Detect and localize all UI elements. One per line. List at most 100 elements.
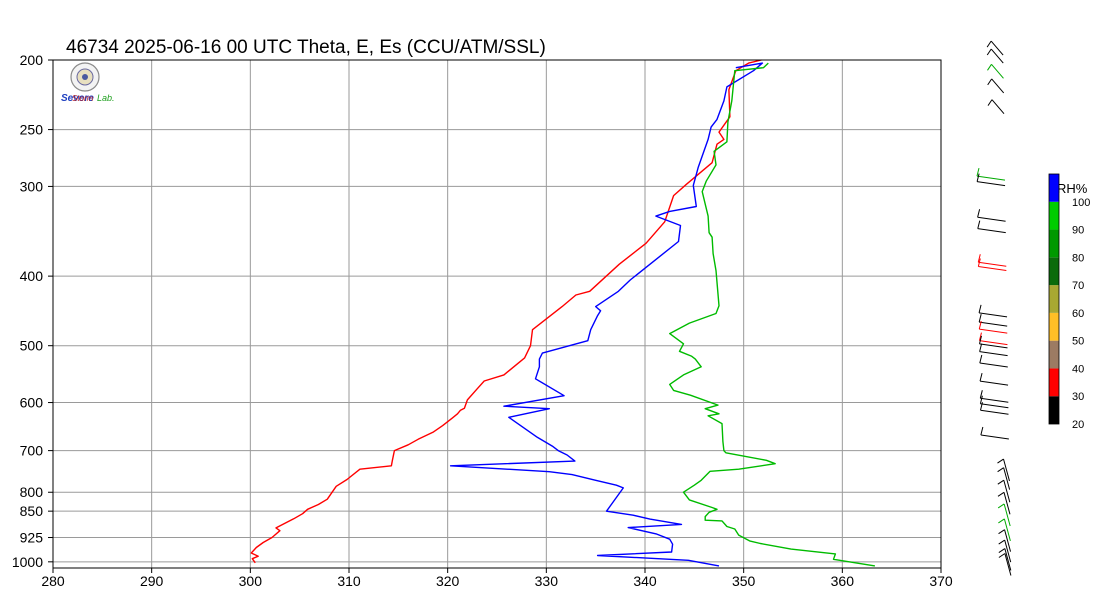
series-line-1 (449, 62, 764, 567)
wind-barb-feather (977, 258, 981, 267)
wind-barb-feather (977, 220, 981, 229)
plot-grid (53, 60, 941, 568)
wind-barb (980, 403, 1009, 409)
wind-barb-feather (979, 395, 983, 404)
wind-barb-feather (980, 402, 983, 411)
wind-barb (1003, 467, 1011, 490)
wind-barb-profile (976, 40, 1012, 576)
wind-barb-feather (998, 553, 1006, 558)
x-tick-label: 350 (732, 573, 756, 589)
colorbar-tick-label: 60 (1072, 308, 1084, 320)
colorbar-segment (1049, 285, 1059, 313)
wind-barb (1003, 480, 1011, 503)
wind-barb-feather (997, 467, 1004, 473)
y-tick-label: 200 (20, 52, 44, 68)
wind-barb-feather (979, 390, 983, 399)
chart-title: 46734 2025-06-16 00 UTC Theta, E, Es (CC… (66, 37, 546, 58)
wind-barb (980, 397, 1009, 403)
wind-barb-feather (979, 335, 982, 345)
x-tick-label: 300 (239, 573, 263, 589)
wind-barb (1004, 539, 1012, 563)
colorbar-segment (1049, 229, 1059, 258)
wind-barb (1004, 548, 1012, 571)
y-tick-label: 800 (20, 484, 44, 500)
x-tick-label: 330 (535, 573, 559, 589)
logo-text-storm: Storm (72, 94, 94, 103)
colorbar-segment (1049, 368, 1059, 397)
wind-barb-feather (976, 168, 980, 177)
x-tick-label: 320 (436, 573, 460, 589)
wind-barb (979, 321, 1008, 327)
colorbar-segment (1049, 312, 1059, 341)
colorbar-segment (1049, 201, 1059, 230)
wind-barb (990, 48, 1004, 64)
colorbar-tick-label: 30 (1072, 391, 1084, 403)
wind-barb (977, 181, 1006, 187)
wind-barb-feather (977, 209, 981, 218)
colorbar-tick-label: 40 (1072, 363, 1084, 375)
series-line-0 (250, 59, 762, 564)
x-tick-label: 310 (337, 573, 361, 589)
colorbar-tick-label: 90 (1072, 225, 1084, 237)
wind-barb (991, 63, 1004, 79)
plot-series (250, 59, 876, 567)
colorbar-tick-label: 80 (1072, 252, 1084, 264)
wind-barb (1004, 553, 1012, 576)
wind-barb (979, 328, 1008, 334)
wind-barb (976, 175, 1006, 181)
colorbar-tick-label: 70 (1072, 280, 1084, 292)
wind-barb (978, 265, 1007, 271)
x-tick-label: 290 (140, 573, 164, 589)
y-axis: 200 250 300 400 500 600 700 800 850 925 1000 (12, 52, 53, 570)
wind-barb (977, 228, 1006, 234)
wind-barb (1003, 518, 1011, 542)
wind-barb-feather (979, 343, 983, 352)
wind-barb-feather (978, 332, 982, 341)
colorbar-label: RH% (1057, 181, 1088, 196)
wind-barb-feather (998, 518, 1005, 524)
wind-barb (979, 340, 1008, 346)
colorbar-segment (1049, 174, 1059, 202)
y-tick-label: 500 (20, 338, 44, 354)
x-tick-label: 280 (41, 573, 65, 589)
wind-barb-feather (976, 173, 980, 182)
wind-barb (1004, 529, 1012, 552)
series-line-2 (669, 62, 876, 567)
wind-barb-feather (978, 304, 982, 314)
wind-barb (1003, 503, 1011, 527)
wind-barb (1003, 492, 1011, 515)
wind-barb (979, 380, 1009, 386)
wind-barb (978, 261, 1007, 267)
wind-barb-feather (998, 529, 1005, 535)
y-tick-label: 1000 (12, 554, 43, 570)
y-tick-label: 700 (20, 443, 44, 459)
colorbar-frame (1048, 173, 1060, 425)
wind-barb (979, 343, 1008, 349)
wind-barb-feather (987, 99, 993, 106)
wind-barb (979, 351, 1008, 357)
wind-barb-feather (987, 78, 993, 86)
wind-barb-feather (986, 40, 992, 48)
y-tick-label: 600 (20, 395, 44, 411)
colorbar-tick-label: 50 (1072, 336, 1084, 348)
wind-barb-feather (979, 354, 983, 364)
wind-barb-feather (978, 320, 982, 330)
rh-colorbar: RH% 20 30 40 50 60 70 80 90 100 (1048, 173, 1090, 431)
wind-barb-feather (998, 548, 1006, 553)
wind-barb (990, 40, 1004, 56)
wind-barb-feather (997, 458, 1004, 464)
x-tick-label: 340 (633, 573, 657, 589)
plot-frame (52, 59, 942, 569)
wind-barb-feather (997, 491, 1005, 497)
logo-text-severe: Severe (61, 93, 94, 104)
wind-barb (980, 409, 1009, 415)
colorbar-tick-label: 100 (1072, 197, 1090, 209)
wind-barb (977, 216, 1006, 222)
y-tick-label: 400 (20, 268, 44, 284)
colorbar-segment (1049, 396, 1059, 424)
x-tick-label: 370 (929, 573, 953, 589)
y-tick-label: 850 (20, 503, 44, 519)
x-axis: 280 290 300 310 320 330 340 350 360 370 (41, 568, 953, 589)
colorbar-segment (1049, 257, 1059, 286)
